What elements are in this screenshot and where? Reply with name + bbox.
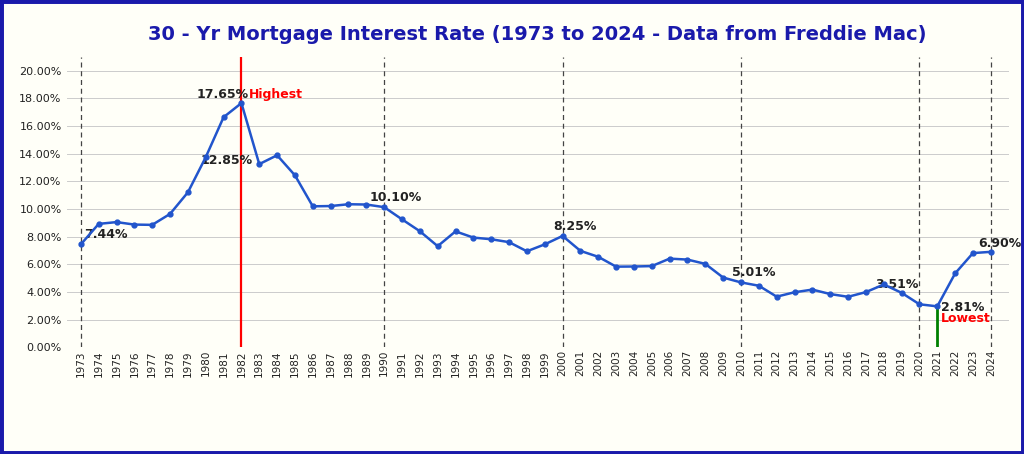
Text: 8.25%: 8.25%	[554, 220, 597, 233]
Text: 3.51%: 3.51%	[874, 278, 919, 291]
Text: 6.90%: 6.90%	[978, 237, 1022, 250]
Text: Highest: Highest	[249, 88, 302, 101]
Text: 7.44%: 7.44%	[84, 228, 128, 241]
Title: 30 - Yr Mortgage Interest Rate (1973 to 2024 - Data from Freddie Mac): 30 - Yr Mortgage Interest Rate (1973 to …	[148, 25, 927, 44]
Text: 12.85%: 12.85%	[201, 154, 253, 167]
Text: Lowest: Lowest	[941, 312, 990, 325]
Text: 2.81%: 2.81%	[941, 301, 984, 314]
Text: 17.65%: 17.65%	[197, 88, 249, 101]
Text: 10.10%: 10.10%	[370, 191, 422, 204]
Text: 5.01%: 5.01%	[732, 266, 775, 279]
